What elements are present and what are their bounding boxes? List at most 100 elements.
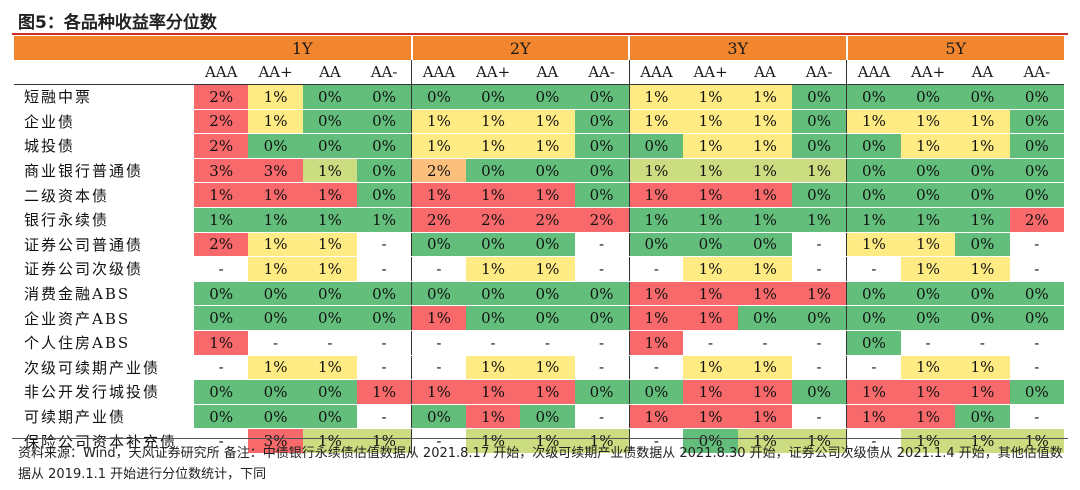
year-header-row: 1Y 2Y 3Y 5Y: [14, 36, 1064, 60]
year-header-2y: 2Y: [410, 36, 629, 60]
heat-cell: 1%: [410, 305, 466, 331]
heat-cell: 1%: [248, 256, 303, 282]
heat-cell: 1%: [194, 330, 249, 356]
heat-cell: 0%: [520, 281, 575, 307]
heat-cell: -: [737, 330, 793, 356]
heat-cell: 3%: [248, 158, 303, 184]
heat-cell: -: [574, 404, 629, 430]
heat-cell: 0%: [792, 182, 847, 208]
heat-cell: 2%: [194, 133, 249, 159]
heat-cell: 1%: [845, 232, 901, 258]
rating-header-5y-1: AAA: [845, 60, 901, 85]
heatmap-table: 1Y 2Y 3Y 5Y AAA AA+ AA AA- AAA AA+ AA AA- AAA AA+ AA A…: [14, 36, 1064, 454]
year-header-5y: 5Y: [845, 36, 1064, 60]
heat-cell: 0%: [465, 84, 521, 110]
table-row: 证券公司次级债 -1% 1% - -1% 1% - -1% 1% - -1% 1% -: [14, 256, 1064, 282]
heat-cell: 1%: [302, 256, 358, 282]
heat-cell: 1%: [955, 207, 1010, 233]
heat-cell: 0%: [357, 109, 412, 135]
heat-cell: 1%: [792, 207, 847, 233]
heat-cell: -: [357, 330, 412, 356]
heat-cell: 1%: [520, 355, 575, 381]
heat-cell: -: [845, 428, 901, 454]
heat-cell: 1%: [900, 404, 956, 430]
heat-cell: 0%: [792, 133, 847, 159]
heat-cell: 1%: [520, 428, 575, 454]
heat-cell: 1%: [628, 207, 684, 233]
heat-cell: -: [628, 355, 684, 381]
heat-cell: -: [465, 330, 521, 356]
heat-cell: 1%: [410, 133, 466, 159]
heat-cell: -: [574, 330, 629, 356]
row-label: 二级资本债: [14, 182, 194, 208]
heat-cell: -: [955, 330, 1010, 356]
row-label: 城投债: [14, 133, 194, 159]
heat-cell: 1%: [302, 182, 358, 208]
heat-cell: 0%: [1009, 281, 1064, 307]
heat-cell: -: [628, 428, 684, 454]
heat-cell: 0%: [465, 158, 521, 184]
rating-header-5y-2: AA+: [900, 60, 956, 85]
heat-cell: 0%: [955, 305, 1010, 331]
rating-header-2y-1: AAA: [410, 60, 466, 85]
heat-cell: 1%: [628, 84, 684, 110]
heat-cell: 0%: [302, 305, 358, 331]
heat-cell: 0%: [792, 379, 847, 405]
heat-cell: -: [792, 404, 847, 430]
heat-cell: 0%: [683, 232, 738, 258]
heat-cell: 0%: [357, 182, 412, 208]
heat-cell: 2%: [410, 207, 466, 233]
heat-cell: 1%: [900, 207, 956, 233]
heat-cell: 0%: [465, 305, 521, 331]
heat-cell: 0%: [302, 379, 358, 405]
row-label: 消费金融ABS: [14, 281, 194, 307]
heat-cell: 0%: [302, 109, 358, 135]
row-label: 证券公司次级债: [14, 256, 194, 282]
heat-cell: 1%: [900, 355, 956, 381]
heat-cell: 1%: [683, 207, 738, 233]
heat-cell: -: [792, 232, 847, 258]
rating-header-3y-2: AA+: [683, 60, 738, 85]
heat-cell: 0%: [628, 133, 684, 159]
heat-cell: -: [1009, 404, 1064, 430]
heat-cell: 0%: [574, 281, 629, 307]
table-row: 企业资产ABS 0% 0% 0% 0% 1% 0% 0% 0% 1% 1% 0% 0% 0% 0% 0% 0%: [14, 305, 1064, 331]
heat-cell: 1%: [302, 355, 358, 381]
heat-cell: 1%: [465, 109, 521, 135]
heat-cell: 0%: [194, 281, 249, 307]
rating-header-1y-3: AA: [302, 60, 358, 85]
heat-cell: 1%: [955, 355, 1010, 381]
table-row: 商业银行普通债 3% 3% 1% 0% 2% 0% 0% 0% 1% 1% 1% 1% 0% 0% 0% 0%: [14, 158, 1064, 184]
heat-cell: 2%: [194, 232, 249, 258]
table-row: 可续期产业债 0% 0% 0% -0% 1% 0% -1% 1% 1% -1% 1% 0% -: [14, 404, 1064, 430]
heat-cell: 1%: [955, 379, 1010, 405]
heat-cell: 1%: [900, 232, 956, 258]
heat-cell: 1%: [465, 182, 521, 208]
heat-cell: 3%: [194, 158, 249, 184]
heat-cell: 0%: [248, 404, 303, 430]
corner-cell: [14, 36, 194, 60]
heat-cell: 0%: [1009, 84, 1064, 110]
heat-cell: 1%: [683, 281, 738, 307]
heat-cell: 0%: [955, 404, 1010, 430]
heat-cell: -: [628, 256, 684, 282]
heatmap-body: 短融中票 2% 1% 0% 0% 0% 0% 0% 0% 1% 1% 1% 0% 0% 0% 0% 0% 企业债 2…: [14, 84, 1064, 454]
heat-cell: 0%: [955, 158, 1010, 184]
heat-cell: 1%: [628, 182, 684, 208]
heat-cell: 0%: [900, 281, 956, 307]
heat-cell: 1%: [410, 379, 466, 405]
heat-cell: 1%: [465, 379, 521, 405]
heat-cell: -: [574, 256, 629, 282]
heat-cell: -: [845, 256, 901, 282]
heat-cell: 1%: [248, 207, 303, 233]
rating-header-2y-4: AA-: [574, 60, 629, 85]
heat-cell: 0%: [792, 84, 847, 110]
heat-cell: 0%: [845, 281, 901, 307]
heat-cell: 1%: [357, 428, 412, 454]
heat-cell: 1%: [737, 355, 793, 381]
rating-header-1y-2: AA+: [248, 60, 303, 85]
heat-cell: -: [792, 330, 847, 356]
heat-cell: -: [1009, 330, 1064, 356]
heat-cell: -: [194, 256, 249, 282]
heat-cell: 1%: [683, 355, 738, 381]
